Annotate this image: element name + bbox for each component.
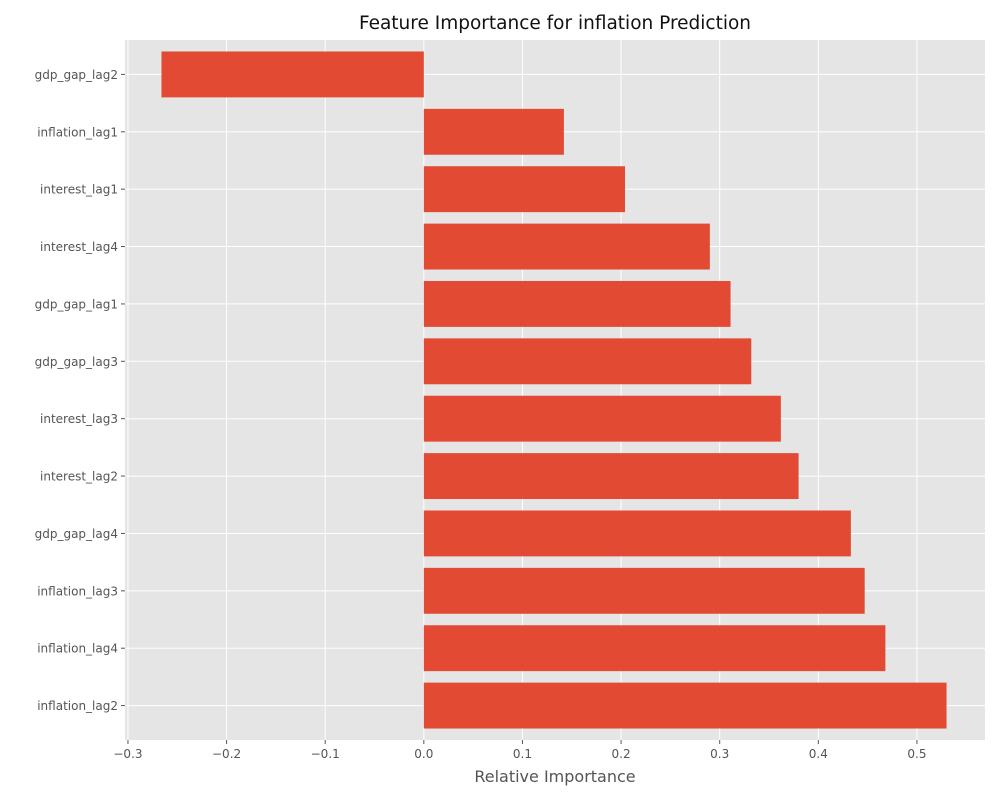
x-tick-label: 0.5	[907, 747, 926, 761]
bar-interest_lag1	[423, 166, 626, 213]
y-tick-label: interest_lag1	[40, 183, 118, 197]
bar-gdp_gap_lag2	[161, 51, 424, 98]
bars	[161, 51, 947, 729]
y-tick-label: interest_lag3	[40, 412, 118, 426]
y-tick-label: interest_lag4	[40, 240, 118, 254]
bar-gdp_gap_lag1	[423, 280, 731, 327]
x-tick-label: −0.1	[311, 747, 340, 761]
y-tick-label: inflation_lag2	[37, 699, 118, 713]
y-tick-label: inflation_lag3	[37, 584, 118, 598]
x-tick-label: 0.1	[513, 747, 532, 761]
y-axis-ticks: gdp_gap_lag2 inflation_lag1 interest_lag1i…	[35, 68, 125, 713]
bar-inflation_lag4	[423, 625, 886, 672]
plot-area	[125, 40, 985, 740]
y-tick-label: inflation_lag4	[37, 642, 118, 656]
bar-inflation_lag1	[423, 108, 564, 155]
y-tick-label: gdp_gap_lag1	[35, 297, 118, 311]
y-tick-label: gdp_gap_lag4	[35, 527, 118, 541]
bar-interest_lag2	[423, 453, 799, 500]
x-tick-label: −0.3	[113, 747, 142, 761]
bar-gdp_gap_lag3	[423, 338, 752, 385]
y-tick-label: inflation_lag1	[37, 125, 118, 139]
x-tick-label: 0.2	[612, 747, 631, 761]
bar-inflation_lag2	[423, 682, 947, 729]
bar-gdp_gap_lag4	[423, 510, 851, 557]
x-axis-ticks: −0.3 −0.2 −0.1 0.0 0.1 0.2 0.3 0.4 0.5	[113, 740, 926, 761]
x-tick-label: 0.0	[414, 747, 433, 761]
x-axis-label: Relative Importance	[474, 767, 635, 786]
x-tick-label: −0.2	[212, 747, 241, 761]
x-tick-label: 0.3	[710, 747, 729, 761]
x-tick-label: 0.4	[809, 747, 828, 761]
bar-interest_lag3	[423, 395, 781, 442]
chart-title: Feature Importance for inflation Predict…	[359, 13, 751, 34]
y-tick-label: gdp_gap_lag3	[35, 355, 118, 369]
y-tick-label: gdp_gap_lag2	[35, 68, 118, 82]
bar-interest_lag4	[423, 223, 710, 270]
y-tick-label: interest_lag2	[40, 470, 118, 484]
bar-inflation_lag3	[423, 567, 865, 614]
